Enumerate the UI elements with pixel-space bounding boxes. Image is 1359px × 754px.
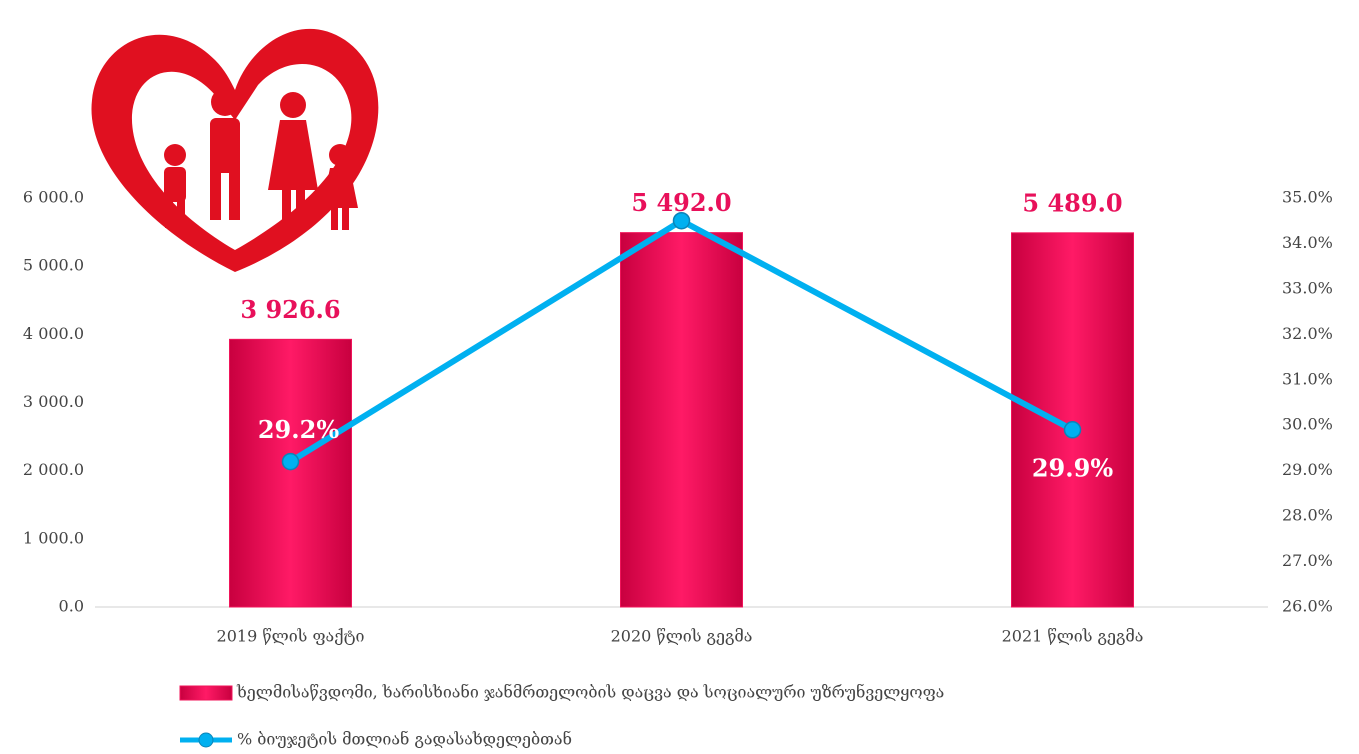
y2-tick-label: 30.0% <box>1282 415 1333 434</box>
y-tick-label: 2 000.0 <box>23 460 84 479</box>
bar <box>229 338 352 608</box>
line-marker <box>281 452 300 471</box>
x-tick-label: 2020 წლის გეგმა <box>611 627 753 646</box>
y-tick-label: 3 000.0 <box>23 392 84 411</box>
y2-tick-label: 26.0% <box>1282 597 1333 616</box>
line-value-label: 29.2% <box>258 415 339 444</box>
y2-tick-label: 27.0% <box>1282 551 1333 570</box>
y2-tick-label: 29.0% <box>1282 460 1333 479</box>
y-tick-label: 4 000.0 <box>23 324 84 343</box>
bar-value-label: 3 926.6 <box>240 295 340 324</box>
legend-label: ხელმისაწვდომი, ხარისხიანი ჯანმრთელობის დ… <box>236 683 944 702</box>
x-tick-label: 2021 წლის გეგმა <box>1002 627 1144 646</box>
bar-value-label: 5 489.0 <box>1022 188 1122 217</box>
legend-swatch <box>198 732 214 748</box>
line-value-label: 34.5% <box>641 82 722 111</box>
line-value-label: 29.9% <box>1032 453 1113 482</box>
line-marker <box>1063 421 1082 439</box>
y-tick-label: 5 000.0 <box>23 256 84 275</box>
y2-tick-label: 32.0% <box>1282 324 1333 343</box>
y2-tick-label: 33.0% <box>1282 278 1333 297</box>
y2-tick-label: 34.0% <box>1282 233 1333 252</box>
legend-label: % ბიუჯეტის მთლიან გადასახდელებთან <box>237 730 572 749</box>
bar <box>620 232 743 608</box>
bar <box>1011 232 1134 608</box>
x-tick-label: 2019 წლის ფაქტი <box>217 627 365 646</box>
legend-swatch <box>179 685 233 701</box>
y2-tick-label: 28.0% <box>1282 506 1333 525</box>
y-tick-label: 6 000.0 <box>23 188 84 207</box>
logo <box>91 28 379 273</box>
y-tick-label: 0.0 <box>59 597 84 616</box>
y2-tick-label: 35.0% <box>1282 188 1333 207</box>
y2-tick-label: 31.0% <box>1282 369 1333 388</box>
y-tick-label: 1 000.0 <box>23 528 84 547</box>
line-marker <box>672 211 691 230</box>
